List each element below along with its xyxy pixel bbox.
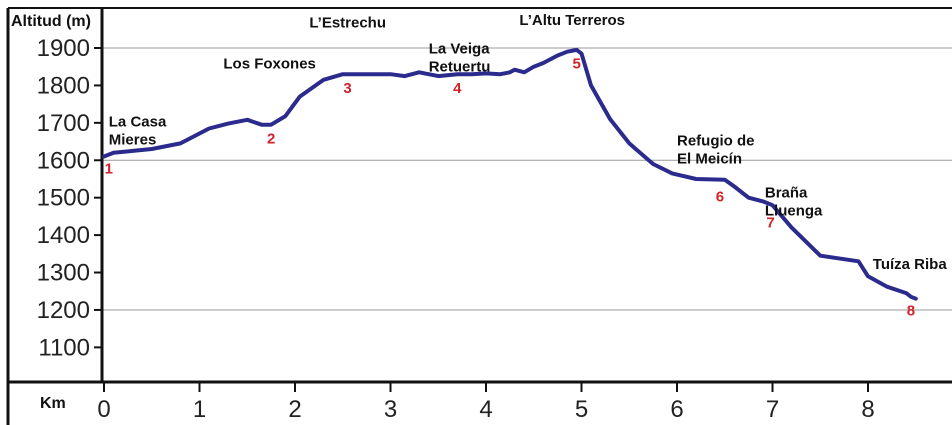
place-label-8: Tuíza Riba bbox=[873, 256, 948, 273]
place-label-line: Retuertu bbox=[429, 59, 491, 76]
x-tick-label-0: 0 bbox=[97, 396, 110, 423]
y-tick-label-1300: 1300 bbox=[37, 260, 90, 287]
place-label-4: La Veiga Retuertu bbox=[429, 41, 491, 76]
waypoint-7: 7 bbox=[766, 215, 774, 232]
place-label-line: L’Altu Terreros bbox=[519, 12, 625, 29]
waypoint-6: 6 bbox=[716, 188, 724, 205]
waypoint-4: 4 bbox=[453, 80, 462, 97]
y-tick-labels: 1100 1200 1300 1400 1500 1600 1700 1800 1900 bbox=[37, 35, 102, 361]
place-label-line: La Casa bbox=[109, 114, 167, 131]
x-tick-label-6: 6 bbox=[670, 396, 683, 423]
place-label-line: Mieres bbox=[109, 132, 157, 149]
x-tick-label-4: 4 bbox=[479, 396, 492, 423]
place-label-6: Refugio de El Meicín bbox=[677, 132, 755, 167]
place-label-line: El Meicín bbox=[677, 150, 742, 167]
x-tick-label-2: 2 bbox=[288, 396, 301, 423]
x-tick-label-7: 7 bbox=[766, 396, 779, 423]
place-label-2: Los Foxones bbox=[223, 56, 316, 73]
x-tick-label-8: 8 bbox=[861, 396, 874, 423]
y-axis-title: Altitud (m) bbox=[11, 13, 91, 30]
place-label-5: L’Altu Terreros bbox=[519, 12, 625, 29]
waypoint-5: 5 bbox=[573, 56, 581, 73]
place-label-7: Braña Lluenga bbox=[765, 185, 823, 220]
y-tick-label-1700: 1700 bbox=[37, 110, 90, 137]
place-label-line: Los Foxones bbox=[223, 56, 316, 73]
y-tick-label-1900: 1900 bbox=[37, 35, 90, 62]
y-tick-label-1400: 1400 bbox=[37, 222, 90, 249]
place-label-1: La Casa Mieres bbox=[109, 114, 167, 149]
waypoint-3: 3 bbox=[343, 80, 351, 97]
place-labels: La Casa Mieres Los Foxones L’Estrechu La Vei… bbox=[109, 12, 948, 273]
y-tick-label-1200: 1200 bbox=[37, 297, 90, 324]
place-label-3: L’Estrechu bbox=[309, 14, 386, 31]
waypoint-8: 8 bbox=[907, 303, 915, 320]
place-label-line: Lluenga bbox=[765, 203, 823, 220]
x-tick-label-1: 1 bbox=[193, 396, 206, 423]
x-tick-labels: 0 1 2 3 4 5 6 7 8 bbox=[97, 382, 875, 423]
elevation-profile-line bbox=[102, 47, 918, 301]
waypoint-markers: 1 2 3 4 5 6 7 8 bbox=[105, 56, 916, 320]
place-label-line: Refugio de bbox=[677, 132, 755, 149]
grid-lines bbox=[102, 47, 952, 311]
y-tick-label-1800: 1800 bbox=[37, 72, 90, 99]
x-tick-label-5: 5 bbox=[575, 396, 588, 423]
waypoint-2: 2 bbox=[267, 130, 275, 147]
x-tick-label-3: 3 bbox=[384, 396, 397, 423]
place-label-line: L’Estrechu bbox=[309, 14, 386, 31]
x-axis-title: Km bbox=[40, 395, 66, 412]
y-tick-label-1500: 1500 bbox=[37, 185, 90, 212]
place-label-line: Tuíza Riba bbox=[873, 256, 948, 273]
waypoint-1: 1 bbox=[105, 160, 113, 177]
y-tick-label-1100: 1100 bbox=[38, 334, 90, 361]
place-label-line: La Veiga bbox=[429, 41, 491, 58]
y-tick-label-1600: 1600 bbox=[37, 147, 90, 174]
place-label-line: Braña bbox=[765, 185, 808, 202]
